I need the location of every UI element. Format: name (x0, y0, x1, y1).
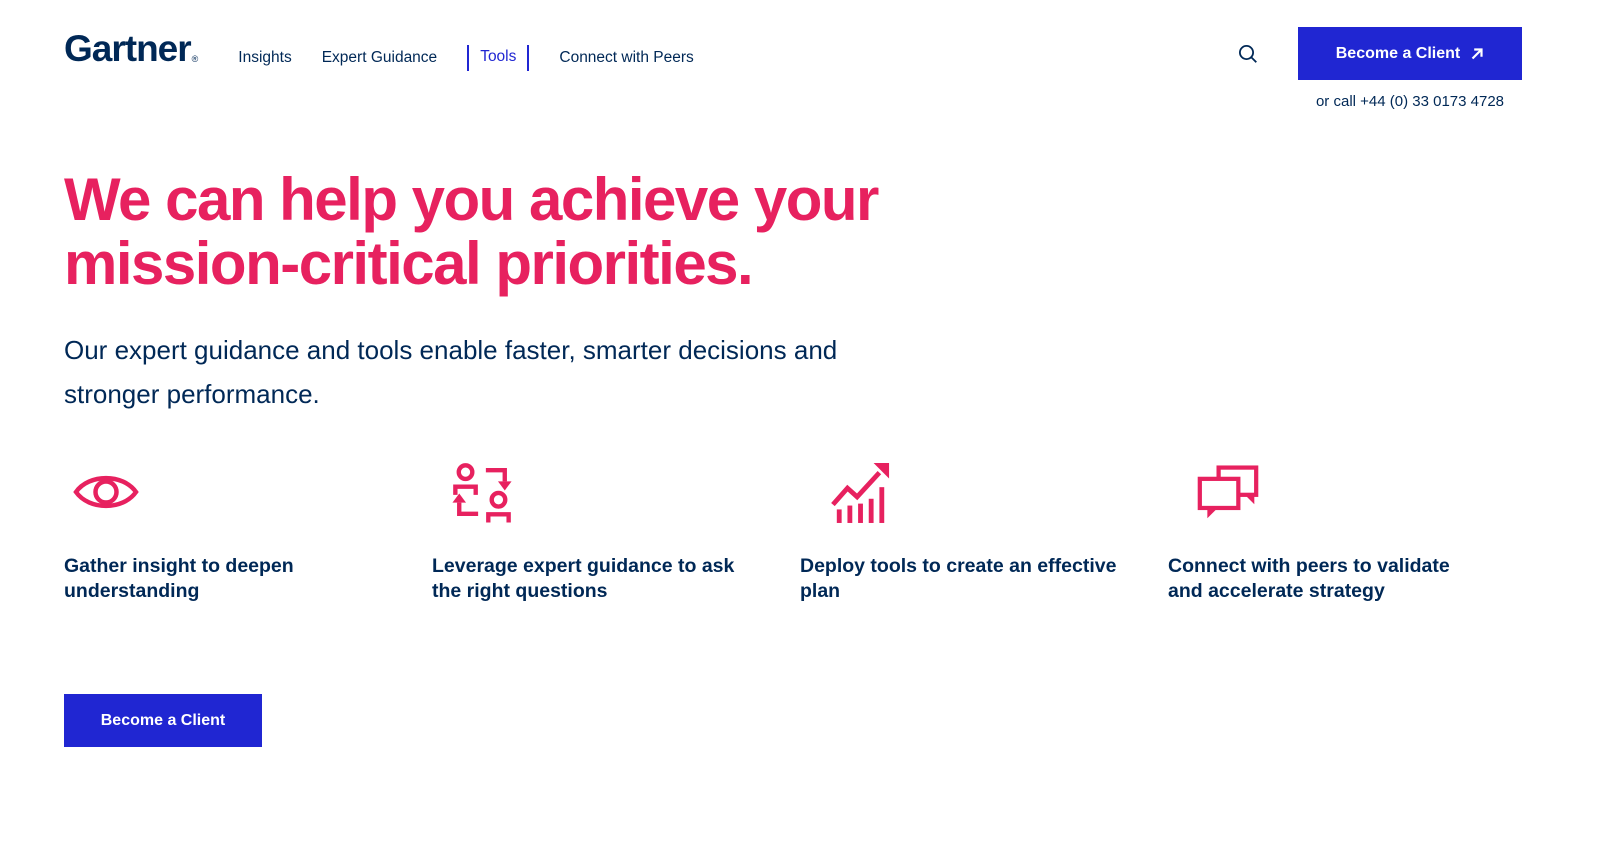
feature-label: Connect with peers to validate and accel… (1168, 555, 1450, 602)
header-cta-group: Become a Client or call +44 (0) 33 0173 … (1298, 27, 1522, 110)
nav-expert-guidance[interactable]: Expert Guidance (321, 49, 438, 66)
feature-tools: Deploy tools to create an effective plan (800, 460, 1168, 604)
hero-heading: We can help you achieve your mission-cri… (64, 168, 1536, 296)
features-row: Gather insight to deepen understanding (64, 460, 1536, 604)
magnifier-glyph (1239, 45, 1257, 63)
gartner-logo-text: Gartner (64, 28, 192, 69)
site-header: Gartner® Insights Expert Guidance Tools … (0, 0, 1600, 110)
become-client-label: Become a Client (1335, 44, 1461, 62)
phone-link[interactable]: +44 (0) 33 0173 4728 (1360, 93, 1505, 110)
hero-section: We can help you achieve your mission-cri… (0, 168, 1600, 747)
arrow-up-right-icon (1471, 47, 1483, 59)
hero-subheading-line-2: stronger performance. (64, 379, 320, 409)
people-exchange-icon (432, 460, 800, 524)
nav-insights[interactable]: Insights (238, 49, 292, 66)
eye-icon (64, 460, 432, 524)
search-icon[interactable] (1238, 44, 1258, 64)
nav-tools[interactable]: Tools (467, 45, 530, 71)
nav-connect-with-peers[interactable]: Connect with Peers (559, 49, 694, 66)
phone-prefix: or call (1315, 93, 1361, 110)
growth-chart-icon (800, 460, 1168, 524)
feature-insight: Gather insight to deepen understanding (64, 460, 432, 604)
become-client-button-hero[interactable]: Become a Client (64, 694, 262, 747)
feature-peers: Connect with peers to validate and accel… (1168, 460, 1536, 604)
feature-expert-guidance: Leverage expert guidance to ask the righ… (432, 460, 800, 604)
feature-label: Gather insight to deepen understanding (64, 555, 294, 602)
main-nav: Insights Expert Guidance Tools Connect w… (238, 45, 694, 71)
hero-heading-line-1: We can help you achieve your (64, 166, 879, 233)
hero-heading-line-2: mission-critical priorities. (64, 230, 754, 297)
feature-label: Leverage expert guidance to ask the righ… (432, 555, 735, 602)
gartner-logo[interactable]: Gartner® (64, 28, 199, 69)
chat-bubbles-icon (1168, 460, 1536, 524)
hero-subheading: Our expert guidance and tools enable fas… (64, 328, 1536, 416)
phone-text: or call +44 (0) 33 0173 4728 (1316, 93, 1504, 110)
registered-mark: ® (191, 54, 199, 64)
feature-label: Deploy tools to create an effective plan (800, 555, 1117, 602)
header-right: Become a Client or call +44 (0) 33 0173 … (1238, 27, 1522, 110)
hero-subheading-line-1: Our expert guidance and tools enable fas… (64, 335, 838, 365)
become-client-button-header[interactable]: Become a Client (1298, 27, 1522, 80)
